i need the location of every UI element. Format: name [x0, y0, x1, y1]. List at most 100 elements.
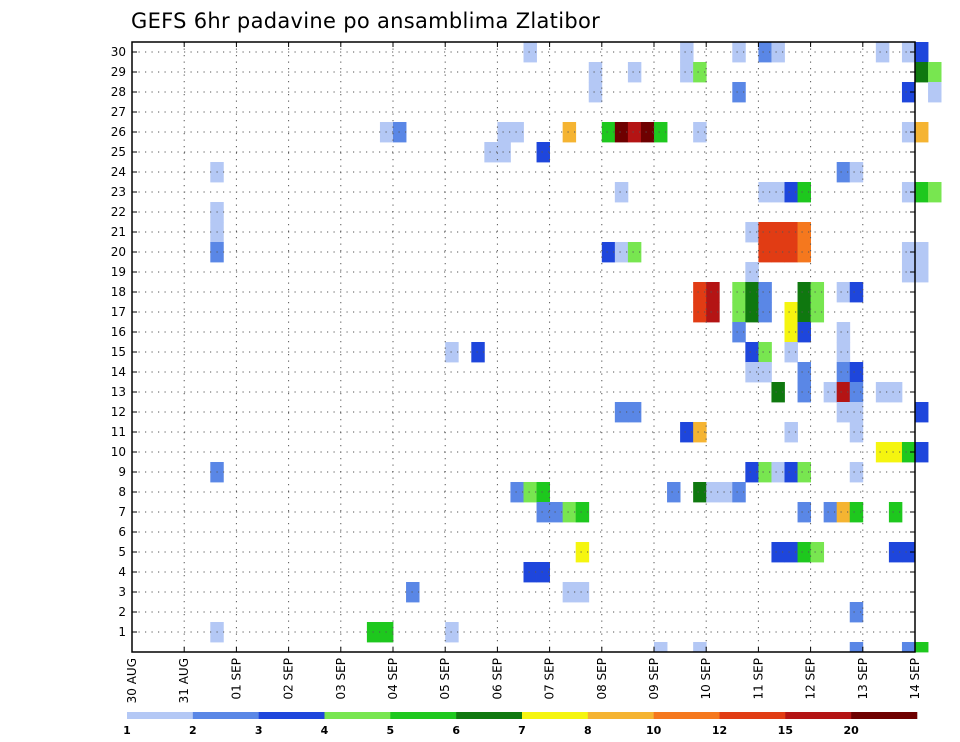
precip-cell: [510, 482, 524, 503]
precip-cell: [784, 462, 798, 483]
precip-cell: [797, 282, 811, 303]
x-tick-label: 03 SEP: [334, 658, 348, 700]
precip-cell: [654, 642, 668, 653]
y-tick-label: 17: [111, 305, 126, 319]
precip-cell: [823, 382, 838, 403]
precip-cell: [915, 242, 929, 263]
y-tick-label: 28: [111, 85, 126, 99]
precip-cell: [523, 482, 537, 503]
precip-cell: [915, 182, 929, 203]
y-tick-label: 26: [111, 125, 126, 139]
precip-cell: [836, 282, 851, 303]
y-tick-label: 15: [111, 345, 126, 359]
colorbar-swatch: [522, 712, 589, 719]
precip-cell: [784, 222, 798, 243]
y-tick-label: 10: [111, 445, 126, 459]
precip-cell: [784, 302, 798, 323]
x-tick-label: 14 SEP: [908, 658, 922, 700]
precip-cell: [445, 342, 459, 363]
precip-cell: [901, 242, 916, 263]
precip-cell: [654, 122, 668, 143]
plot-frame: [131, 41, 916, 653]
precip-cell: [706, 482, 720, 503]
y-tick-label: 8: [118, 485, 126, 499]
precip-cell: [901, 122, 916, 143]
x-tick-label: 09 SEP: [647, 658, 661, 700]
precip-cell: [745, 302, 759, 323]
precip-cell: [758, 342, 772, 363]
precip-cell: [849, 382, 864, 403]
y-tick-label: 16: [111, 325, 126, 339]
precip-cell: [693, 422, 707, 443]
y-tick-label: 19: [111, 265, 126, 279]
y-tick-label: 25: [111, 145, 126, 159]
colorbar-swatch: [587, 712, 654, 719]
precip-cell: [536, 562, 550, 583]
precip-cell: [510, 122, 524, 143]
x-tick-label: 30 AUG: [125, 658, 139, 703]
y-tick-label: 20: [111, 245, 126, 259]
precip-cell: [797, 302, 811, 323]
precip-cell: [693, 302, 707, 323]
precip-cell: [784, 422, 798, 443]
precip-cell: [575, 502, 590, 523]
precip-cell: [888, 442, 903, 463]
precip-cell: [915, 262, 929, 283]
precip-cell: [875, 442, 890, 463]
precip-cell: [680, 62, 694, 83]
precip-cell: [888, 542, 903, 563]
precip-cell: [732, 322, 746, 343]
x-tick-label: 06 SEP: [490, 658, 504, 700]
precip-cell: [915, 122, 929, 143]
precip-cell: [745, 342, 759, 363]
precip-cell: [901, 82, 916, 103]
y-tick-label: 7: [118, 505, 126, 519]
precip-cell: [562, 122, 577, 143]
x-axis: 30 AUG 31 AUG 01 SEP 02 SEP 03 SEP 04 SEP 05 S…: [125, 42, 922, 703]
precip-cell: [536, 502, 550, 523]
colorbar-label: 3: [255, 724, 263, 737]
colorbar-label: 15: [778, 724, 793, 737]
y-tick-label: 21: [111, 225, 126, 239]
precip-cell: [915, 402, 929, 423]
precip-cell: [680, 42, 694, 63]
precip-cell: [523, 42, 537, 63]
precip-cell: [693, 642, 707, 653]
y-tick-label: 24: [111, 165, 126, 179]
precip-cell: [497, 122, 511, 143]
precip-cell: [758, 242, 772, 263]
y-tick-label: 5: [118, 545, 126, 559]
colorbar-label: 1: [123, 724, 131, 737]
precip-cell: [849, 362, 864, 383]
colorbar-swatch: [719, 712, 786, 719]
precip-cell: [732, 302, 746, 323]
precip-cell: [758, 462, 772, 483]
precip-cell: [614, 402, 629, 423]
precip-cell: [797, 222, 811, 243]
y-tick-label: 29: [111, 65, 126, 79]
grid-lines: [132, 42, 915, 652]
precip-cell: [849, 282, 864, 303]
precip-cell: [445, 622, 459, 643]
precip-cell: [836, 362, 851, 383]
precip-cell: [614, 242, 629, 263]
precip-cell: [549, 502, 564, 523]
precip-cell: [536, 142, 550, 163]
precip-cell: [915, 42, 929, 63]
colorbar: 1 2 3 4 5 6 7 8 10 12 15 20: [123, 712, 918, 737]
precip-cell: [901, 42, 916, 63]
colorbar-label: 6: [452, 724, 460, 737]
precip-cell: [575, 582, 590, 603]
precip-cell: [588, 82, 603, 103]
precip-cell: [758, 182, 772, 203]
y-tick-label: 27: [111, 105, 126, 119]
colorbar-swatch: [258, 712, 325, 719]
precip-cell: [784, 342, 798, 363]
precip-cell: [771, 462, 785, 483]
y-tick-label: 23: [111, 185, 126, 199]
precip-cell: [836, 342, 851, 363]
precip-cell: [849, 402, 864, 423]
colorbar-label: 4: [321, 724, 329, 737]
precip-cell: [784, 322, 798, 343]
